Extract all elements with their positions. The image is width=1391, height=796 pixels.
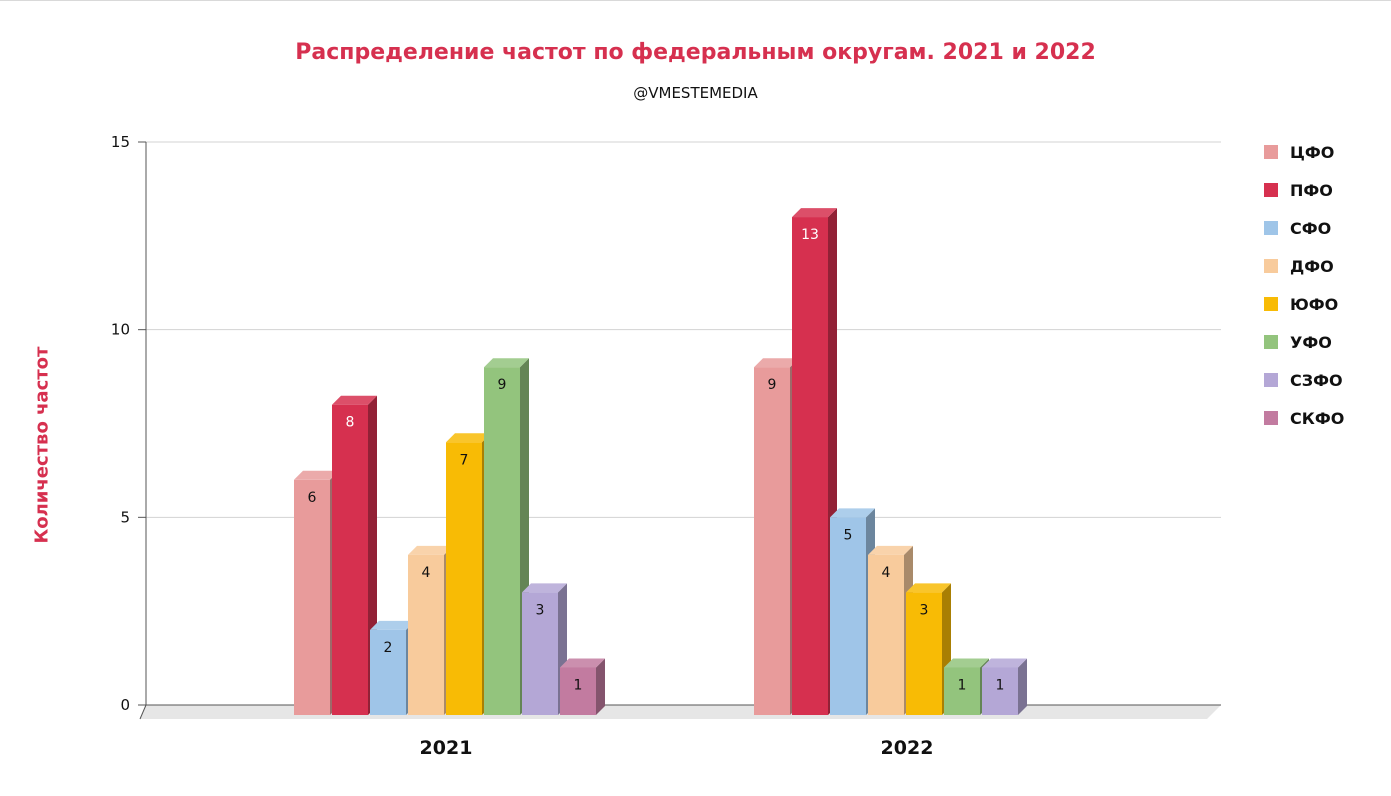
legend-label: ЮФО — [1290, 294, 1339, 314]
chart-subtitle: @VMESTEMEDIA — [633, 84, 758, 102]
bar-top — [294, 470, 339, 480]
bar-value-label: 8 — [346, 415, 355, 431]
legend-label: СФО — [1290, 218, 1332, 238]
bar-value-label: 4 — [882, 565, 891, 581]
legend-swatch — [1264, 373, 1278, 387]
y-axis-foot — [139, 704, 147, 720]
legend-swatch — [1264, 145, 1278, 159]
legend-swatch — [1264, 259, 1278, 273]
bar-top — [484, 358, 529, 368]
chart-title: Распределение частот по федеральным окру… — [295, 40, 1096, 65]
legend-label: СЗФО — [1290, 370, 1343, 390]
x-category-label: 2022 — [881, 737, 934, 759]
bar-value-label: 1 — [958, 677, 967, 693]
bar-top — [446, 433, 491, 443]
bar-top — [906, 583, 951, 593]
legend-label: ДФО — [1290, 256, 1334, 276]
bar — [484, 367, 520, 715]
legend-item: ЦФО — [1264, 133, 1344, 171]
legend-label: УФО — [1290, 332, 1332, 352]
y-tick-label: 10 — [111, 321, 130, 339]
legend-item: СЗФО — [1264, 361, 1344, 399]
bar-value-label: 2 — [384, 640, 393, 656]
legend-item: ПФО — [1264, 171, 1344, 209]
legend-item: СКФО — [1264, 399, 1344, 437]
bar-value-label: 13 — [801, 227, 819, 243]
legend: ЦФО ПФО СФО ДФО ЮФО УФО СЗФО СКФО — [1264, 133, 1344, 437]
bar-side — [596, 658, 605, 715]
legend-item: ЮФО — [1264, 285, 1344, 323]
bar-value-label: 9 — [498, 377, 507, 393]
bar-value-label: 5 — [844, 527, 853, 543]
legend-swatch — [1264, 297, 1278, 311]
legend-swatch — [1264, 183, 1278, 197]
bar — [560, 667, 596, 715]
bar-top — [370, 620, 415, 630]
bar-value-label: 4 — [422, 565, 431, 581]
bar — [906, 592, 942, 715]
bar-top — [332, 395, 377, 405]
bar — [294, 479, 330, 715]
x-category-label: 2021 — [420, 737, 473, 759]
legend-swatch — [1264, 411, 1278, 425]
bar-side — [1018, 658, 1027, 715]
bar-top — [868, 545, 913, 555]
legend-swatch — [1264, 221, 1278, 235]
bar-top — [408, 545, 453, 555]
legend-label: ЦФО — [1290, 142, 1335, 162]
bar-value-label: 9 — [768, 377, 777, 393]
bar-top — [944, 658, 989, 668]
bar-top — [522, 583, 567, 593]
top-border — [0, 0, 1391, 1]
bar — [868, 554, 904, 715]
bar — [944, 667, 980, 715]
legend-label: СКФО — [1290, 408, 1345, 428]
bar-top — [830, 508, 875, 518]
bar-top — [560, 658, 605, 668]
bar — [408, 554, 444, 715]
bar — [446, 442, 482, 715]
bar-value-label: 1 — [574, 677, 583, 693]
bar-top — [792, 208, 837, 218]
y-tick-label: 5 — [120, 508, 130, 526]
bar — [830, 517, 866, 715]
bar-value-label: 3 — [920, 602, 929, 618]
y-tick-label: 15 — [111, 133, 130, 151]
bar — [370, 629, 406, 715]
bar — [754, 367, 790, 715]
bar-top — [982, 658, 1027, 668]
y-tick-label: 0 — [120, 696, 130, 714]
legend-label: ПФО — [1290, 180, 1333, 200]
bar-value-label: 7 — [460, 452, 469, 468]
legend-swatch — [1264, 335, 1278, 349]
bar-value-label: 1 — [996, 677, 1005, 693]
bar — [982, 667, 1018, 715]
bar-value-label: 6 — [308, 490, 317, 506]
bar — [332, 404, 368, 715]
bar-top — [754, 358, 799, 368]
bar — [792, 217, 828, 716]
legend-item: СФО — [1264, 209, 1344, 247]
bar — [522, 592, 558, 715]
bar-value-label: 3 — [536, 602, 545, 618]
legend-item: УФО — [1264, 323, 1344, 361]
legend-item: ДФО — [1264, 247, 1344, 285]
